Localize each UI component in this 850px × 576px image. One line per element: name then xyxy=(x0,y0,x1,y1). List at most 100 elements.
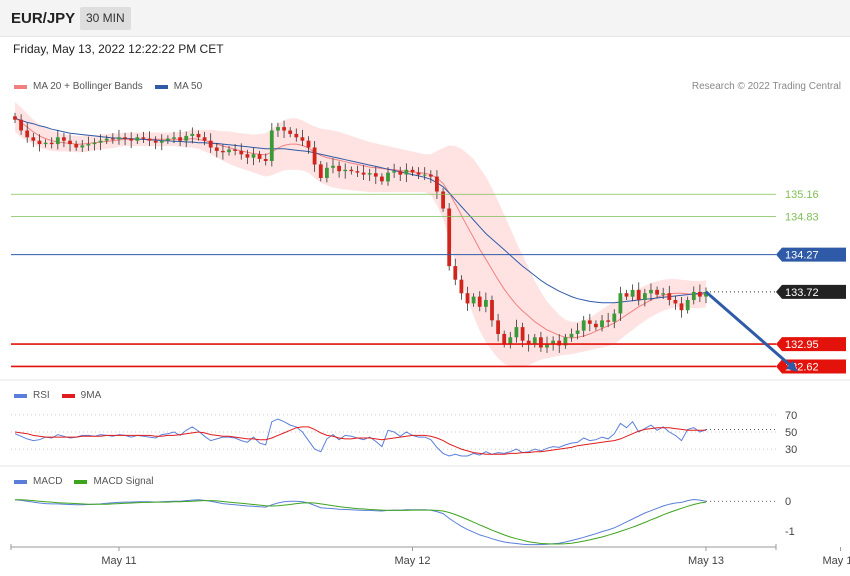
candle-body xyxy=(288,130,293,134)
candle-body xyxy=(196,133,201,138)
candle-body xyxy=(68,140,72,145)
x-tick-label: May 13 xyxy=(688,555,724,567)
candle-body xyxy=(600,320,604,328)
candle-body xyxy=(43,142,48,145)
candle-body xyxy=(667,293,672,300)
candle-body xyxy=(624,293,629,297)
candle-body xyxy=(392,171,396,173)
candle-body xyxy=(594,323,598,328)
candle-body xyxy=(166,138,170,141)
ma20-legend-label: MA 20 + Bollinger Bands xyxy=(33,81,143,92)
candle-body xyxy=(704,291,708,297)
candle-body xyxy=(679,303,684,311)
macd-tick-label: -1 xyxy=(785,526,795,538)
x-axis-labels: May 11 May 12 May 13 May 14 xyxy=(10,544,850,567)
candle-body xyxy=(587,320,592,324)
candle-body xyxy=(569,333,574,338)
candle-body xyxy=(477,296,482,307)
macd-signal-line xyxy=(15,499,707,545)
candle-body xyxy=(502,333,507,345)
x-tick-label: May 11 xyxy=(101,555,136,567)
rsi-line xyxy=(14,418,707,457)
candle-body xyxy=(80,145,85,148)
candle-body xyxy=(251,154,256,158)
macd-legend-swatch xyxy=(14,479,27,484)
ma20-legend-swatch xyxy=(14,84,27,89)
candle-body xyxy=(691,291,696,300)
level-label: 133.72 xyxy=(785,287,819,299)
macd-tick-label: 0 xyxy=(785,496,791,508)
candle-body xyxy=(545,344,549,348)
candle-body xyxy=(441,191,445,209)
candle-body xyxy=(312,147,317,165)
candle-body xyxy=(618,293,623,314)
candle-body xyxy=(514,327,519,338)
candle-body xyxy=(459,279,464,294)
candle-body xyxy=(282,127,286,131)
level-tag xyxy=(776,247,846,262)
candle-body xyxy=(484,300,488,307)
candle-body xyxy=(318,164,323,178)
candle-body xyxy=(172,137,176,139)
candle-body xyxy=(380,176,384,182)
interval-button[interactable]: 30 MIN xyxy=(80,7,131,30)
macd-signal-legend-label: MACD Signal xyxy=(93,476,154,487)
candle-body xyxy=(557,340,562,346)
candle-body xyxy=(245,154,250,158)
candle-body xyxy=(13,116,17,120)
candle-body xyxy=(129,138,134,141)
rsi-legend-label: RSI xyxy=(33,390,50,401)
candle-body xyxy=(135,137,140,141)
level-tag xyxy=(776,337,846,352)
candle-body xyxy=(227,149,231,153)
candle-body xyxy=(294,133,299,138)
candle-body xyxy=(447,208,452,267)
candle-body xyxy=(471,296,476,304)
candle-body xyxy=(92,142,97,145)
candle-body xyxy=(147,138,152,141)
candle-body xyxy=(104,138,109,141)
level-label: 134.83 xyxy=(785,212,819,224)
candle-body xyxy=(123,137,127,139)
candle-body xyxy=(141,137,146,139)
candle-body xyxy=(520,327,525,341)
rsi-ma-legend-label: 9MA xyxy=(80,390,102,401)
candle-body xyxy=(221,150,225,153)
macd-legend: MACD MACD Signal xyxy=(14,476,153,487)
candle-body xyxy=(465,293,470,304)
candle-body xyxy=(410,169,415,173)
forecast-arrowhead xyxy=(786,360,798,372)
macd-signal-legend-swatch xyxy=(74,479,88,484)
candle-body xyxy=(551,340,555,345)
rsi-panel: 70 50 30 xyxy=(11,410,797,457)
rsi-level-label: 70 xyxy=(785,410,797,422)
candle-body xyxy=(453,266,458,280)
candle-body xyxy=(698,291,702,297)
candle-body xyxy=(263,159,268,161)
level-label: 135.16 xyxy=(785,189,819,201)
macd-panel: 0 -1 xyxy=(14,496,795,546)
macd-line xyxy=(14,498,707,546)
candle-body xyxy=(361,172,366,175)
candle-body xyxy=(239,150,244,155)
candle-body xyxy=(178,137,182,141)
candle-body xyxy=(661,293,666,295)
chart-datetime: Friday, May 13, 2022 12:22:22 PM CET xyxy=(13,42,224,56)
ma50-legend-swatch xyxy=(154,84,168,89)
bollinger-band-area xyxy=(15,102,706,368)
candle-body xyxy=(404,169,409,175)
candle-body xyxy=(649,289,653,294)
candle-body xyxy=(526,340,531,345)
candle-body xyxy=(325,167,329,178)
candle-body xyxy=(685,300,690,311)
candle-body xyxy=(355,171,360,173)
candle-body xyxy=(117,137,121,140)
rsi-legend-swatch xyxy=(14,393,27,398)
candle-body xyxy=(655,289,659,295)
candle-body xyxy=(86,144,91,146)
rsi-legend: RSI 9MA xyxy=(14,390,101,401)
candle-body xyxy=(673,300,678,304)
candle-body xyxy=(37,140,42,145)
top-bar: EUR/JPY 30 MIN xyxy=(0,0,850,37)
